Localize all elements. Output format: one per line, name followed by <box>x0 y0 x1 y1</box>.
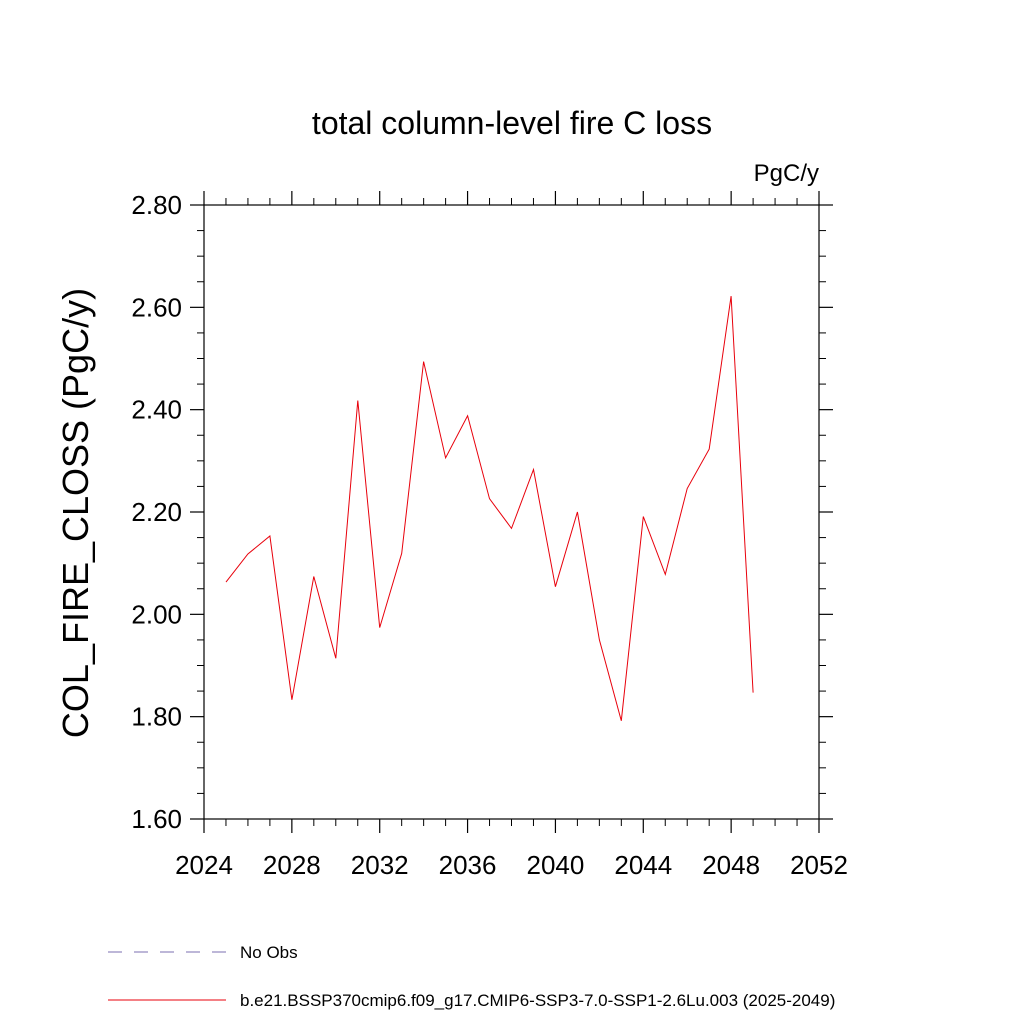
x-tick-label: 2024 <box>175 850 233 880</box>
x-tick-label: 2032 <box>351 850 409 880</box>
x-tick-label: 2052 <box>790 850 848 880</box>
y-tick-label: 2.40 <box>131 395 182 425</box>
x-tick-label: 2048 <box>702 850 760 880</box>
x-tick-label: 2028 <box>263 850 321 880</box>
y-tick-label: 2.20 <box>131 497 182 527</box>
y-tick-label: 1.60 <box>131 804 182 834</box>
legend: No Obs b.e21.BSSP370cmip6.f09_g17.CMIP6-S… <box>108 943 835 1010</box>
y-tick-label: 2.80 <box>131 190 182 220</box>
y-tick-label: 1.80 <box>131 702 182 732</box>
legend-label-1: b.e21.BSSP370cmip6.f09_g17.CMIP6-SSP3-7.… <box>240 991 835 1010</box>
axis-ticks: 2024 2028 2032 2036 2040 2044 2048 2052 1.60 1.80… <box>131 190 848 880</box>
plot-frame <box>203 204 820 820</box>
x-tick-label: 2036 <box>439 850 497 880</box>
y-axis-label: COL_FIRE_CLOSS (PgC/y) <box>55 288 96 738</box>
chart-title: total column-level fire C loss <box>312 105 712 141</box>
units-label: PgC/y <box>754 160 819 187</box>
y-tick-label: 2.00 <box>131 599 182 629</box>
series-line-0 <box>225 296 754 721</box>
y-tick-label: 2.60 <box>131 292 182 322</box>
legend-label-0: No Obs <box>240 943 298 962</box>
series-layer <box>225 296 754 721</box>
x-tick-label: 2044 <box>614 850 672 880</box>
x-tick-label: 2040 <box>527 850 585 880</box>
